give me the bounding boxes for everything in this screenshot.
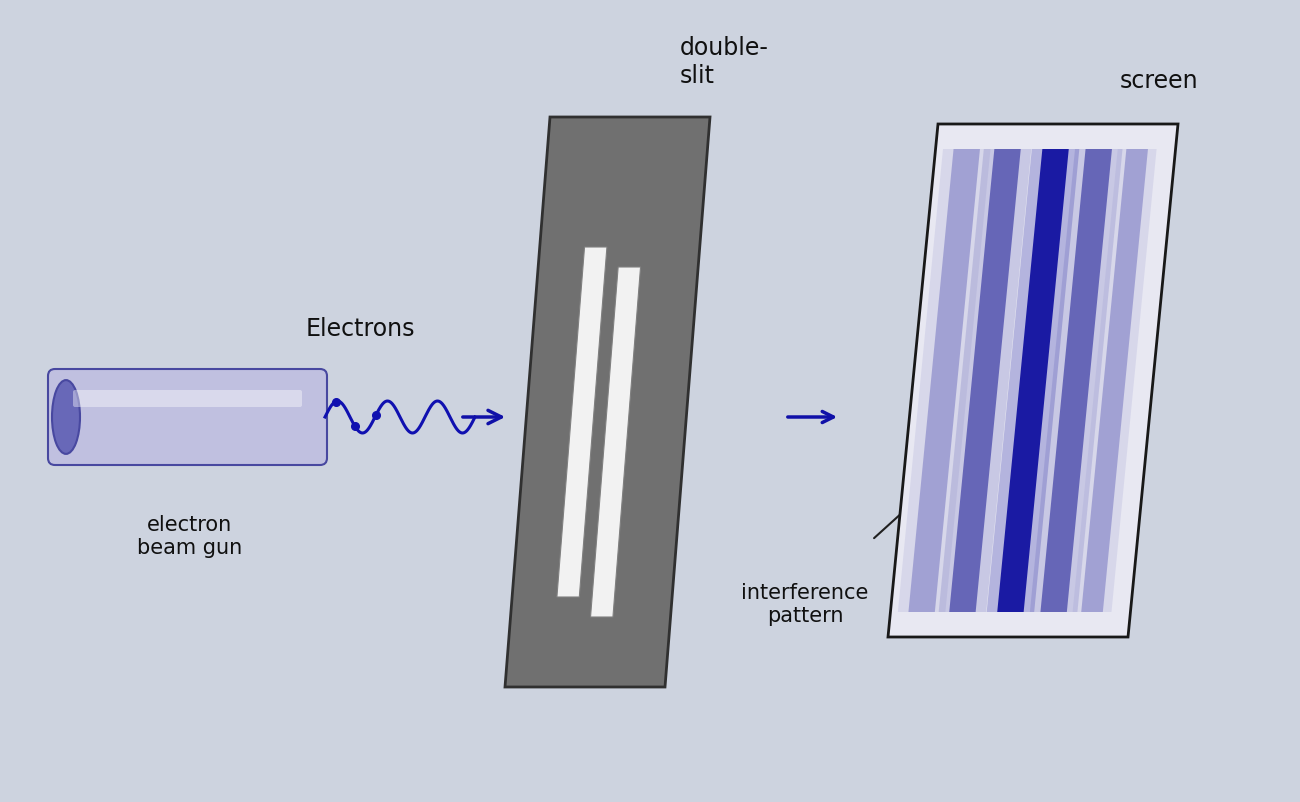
Polygon shape bbox=[504, 118, 710, 687]
Text: interference
pattern: interference pattern bbox=[741, 582, 868, 626]
Ellipse shape bbox=[52, 381, 81, 455]
Text: double-
slit: double- slit bbox=[680, 36, 768, 88]
FancyBboxPatch shape bbox=[73, 391, 302, 407]
Polygon shape bbox=[987, 150, 1079, 612]
Polygon shape bbox=[1072, 150, 1157, 612]
FancyBboxPatch shape bbox=[48, 370, 328, 465]
Text: screen: screen bbox=[1121, 69, 1199, 93]
Polygon shape bbox=[949, 150, 1020, 612]
Polygon shape bbox=[1030, 150, 1122, 612]
Polygon shape bbox=[909, 150, 980, 612]
Polygon shape bbox=[898, 150, 991, 612]
Polygon shape bbox=[888, 125, 1178, 638]
Polygon shape bbox=[997, 150, 1069, 612]
Text: Electrons: Electrons bbox=[306, 317, 415, 341]
Polygon shape bbox=[939, 150, 1031, 612]
Polygon shape bbox=[1082, 150, 1148, 612]
Polygon shape bbox=[590, 268, 641, 618]
Text: electron
beam gun: electron beam gun bbox=[138, 514, 243, 557]
Polygon shape bbox=[1040, 150, 1112, 612]
Polygon shape bbox=[556, 248, 607, 597]
